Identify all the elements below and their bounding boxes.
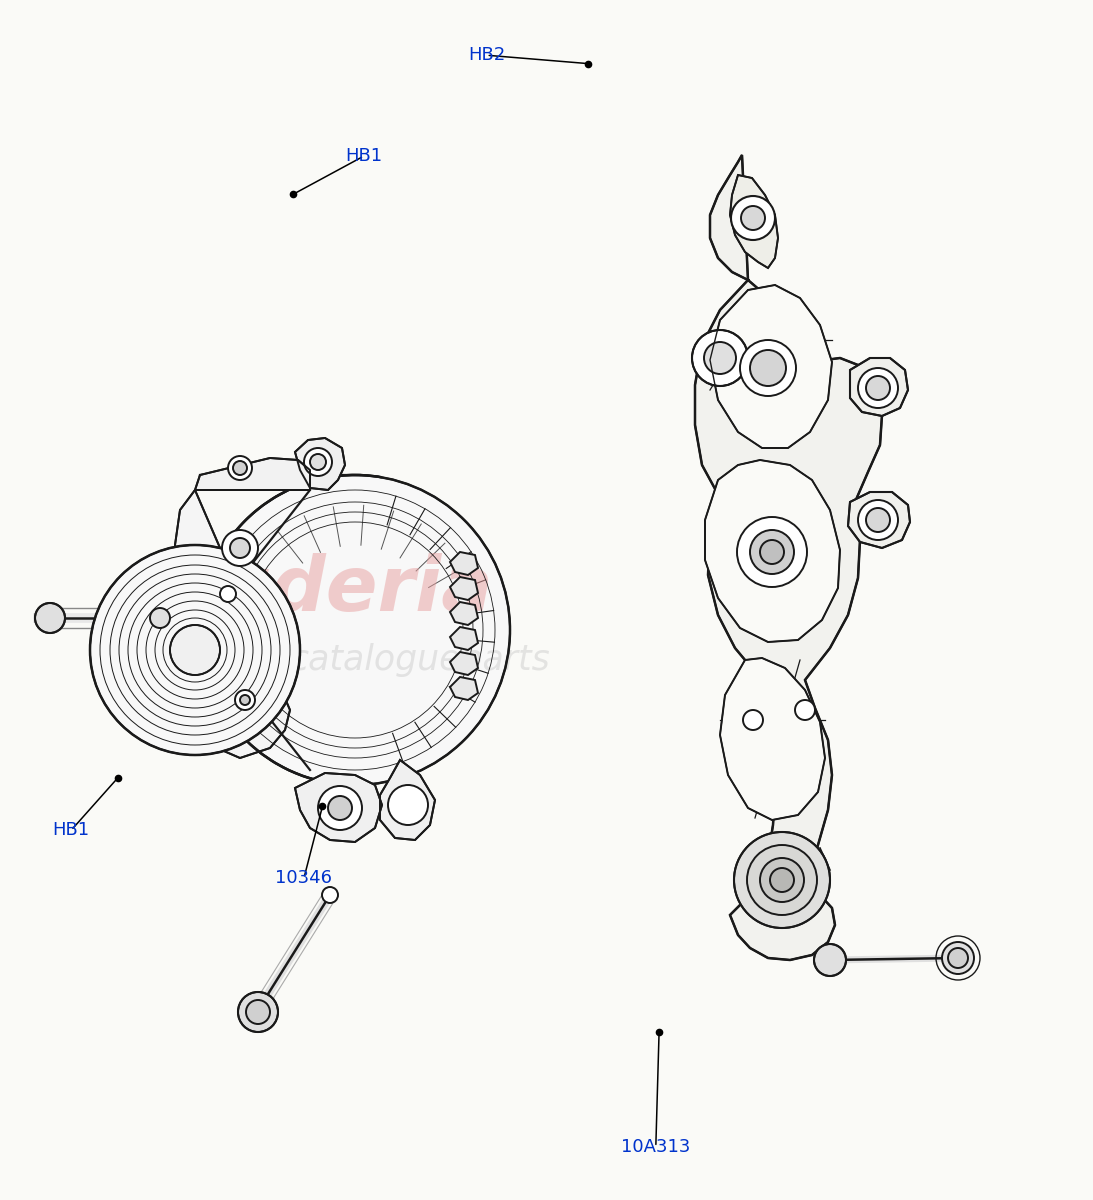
Circle shape (230, 538, 250, 558)
Text: catalogueparts: catalogueparts (290, 643, 551, 677)
Polygon shape (295, 438, 345, 490)
Polygon shape (295, 773, 381, 842)
Circle shape (750, 530, 794, 574)
Polygon shape (730, 175, 778, 268)
Circle shape (741, 206, 765, 230)
Polygon shape (380, 760, 435, 840)
Circle shape (318, 786, 362, 830)
Circle shape (388, 785, 428, 826)
Text: HB1: HB1 (52, 821, 90, 840)
Text: 10A313: 10A313 (621, 1138, 691, 1157)
Circle shape (760, 858, 804, 902)
Circle shape (310, 454, 326, 470)
Polygon shape (450, 677, 478, 700)
Polygon shape (175, 490, 290, 758)
Polygon shape (450, 626, 478, 650)
Circle shape (743, 710, 763, 730)
Polygon shape (450, 552, 478, 575)
Circle shape (704, 342, 736, 374)
Circle shape (228, 456, 252, 480)
Circle shape (760, 540, 784, 564)
Circle shape (750, 350, 786, 386)
Text: 10346: 10346 (275, 869, 332, 888)
Circle shape (35, 602, 64, 634)
Circle shape (734, 832, 830, 928)
Circle shape (200, 475, 510, 785)
Circle shape (238, 992, 278, 1032)
Circle shape (692, 330, 748, 386)
Circle shape (814, 944, 846, 976)
Circle shape (737, 517, 807, 587)
Circle shape (304, 448, 332, 476)
Polygon shape (695, 155, 882, 960)
Polygon shape (748, 848, 812, 925)
Circle shape (740, 340, 796, 396)
Circle shape (866, 508, 890, 532)
Circle shape (220, 586, 236, 602)
Circle shape (246, 1000, 270, 1024)
Polygon shape (450, 652, 478, 674)
Circle shape (769, 868, 794, 892)
Polygon shape (450, 602, 478, 625)
Polygon shape (850, 358, 908, 416)
Polygon shape (848, 492, 910, 548)
Circle shape (240, 695, 250, 704)
Text: scuderia: scuderia (127, 553, 493, 626)
Circle shape (858, 368, 898, 408)
Polygon shape (450, 577, 478, 600)
Polygon shape (710, 284, 832, 448)
Polygon shape (195, 458, 310, 490)
Circle shape (328, 796, 352, 820)
Circle shape (322, 887, 338, 902)
Circle shape (942, 942, 974, 974)
Circle shape (795, 700, 815, 720)
Circle shape (866, 376, 890, 400)
Circle shape (235, 690, 255, 710)
Circle shape (90, 545, 299, 755)
Circle shape (948, 948, 968, 968)
Circle shape (731, 196, 775, 240)
Circle shape (233, 461, 247, 475)
Circle shape (222, 530, 258, 566)
Circle shape (747, 845, 816, 914)
Polygon shape (720, 658, 825, 820)
Circle shape (150, 608, 171, 628)
Circle shape (858, 500, 898, 540)
Text: HB1: HB1 (345, 146, 383, 164)
Text: HB2: HB2 (468, 46, 505, 64)
Polygon shape (705, 460, 841, 642)
Circle shape (171, 625, 220, 674)
